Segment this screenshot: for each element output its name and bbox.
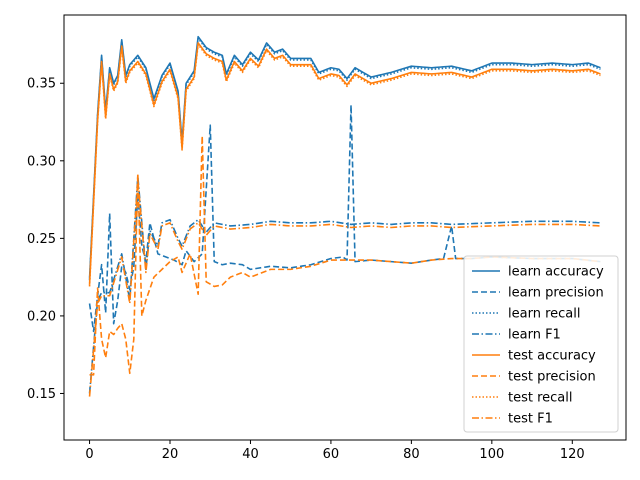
legend-label-learn-recall: learn recall — [508, 307, 580, 322]
test-accuracy-line — [88, 42, 601, 285]
learn-accuracy-line — [88, 35, 601, 279]
legend-label-test-precision: test precision — [508, 370, 596, 385]
x-tick-label: 80 — [403, 447, 420, 462]
legend-label-learn-precision: learn precision — [508, 286, 604, 301]
legend-label-test-accuracy: test accuracy — [508, 349, 596, 364]
legend-label-test-recall: test recall — [508, 391, 573, 406]
y-tick-label: 0.25 — [27, 232, 56, 247]
legend-label-test-f1: test F1 — [508, 412, 553, 427]
x-tick-label: 100 — [479, 447, 504, 462]
learn-f1-line — [88, 175, 601, 394]
y-tick-label: 0.20 — [27, 309, 56, 324]
x-tick-label: 120 — [560, 447, 585, 462]
x-tick-label: 60 — [323, 447, 340, 462]
y-tick-label: 0.35 — [27, 77, 56, 92]
legend: learn accuracy learn precision learn recal… — [463, 255, 619, 433]
legend-label-learn-accuracy: learn accuracy — [508, 265, 604, 280]
test-recall-line — [88, 43, 601, 287]
x-tick-label: 40 — [242, 447, 259, 462]
learn-recall-line — [88, 37, 601, 281]
legend-box — [463, 255, 619, 433]
test-f1-line — [88, 178, 601, 397]
legend-label-learn-f1: learn F1 — [508, 328, 561, 343]
series-layer — [88, 35, 601, 397]
x-tick-label: 20 — [162, 447, 179, 462]
x-tick-label: 0 — [85, 447, 93, 462]
axis-layer: 0 20 40 60 80 100 120 0.15 0.20 0.25 0.30 0.35 — [27, 77, 585, 462]
y-tick-label: 0.30 — [27, 154, 56, 169]
y-tick-label: 0.15 — [27, 387, 56, 402]
plot-frame — [63, 14, 627, 441]
